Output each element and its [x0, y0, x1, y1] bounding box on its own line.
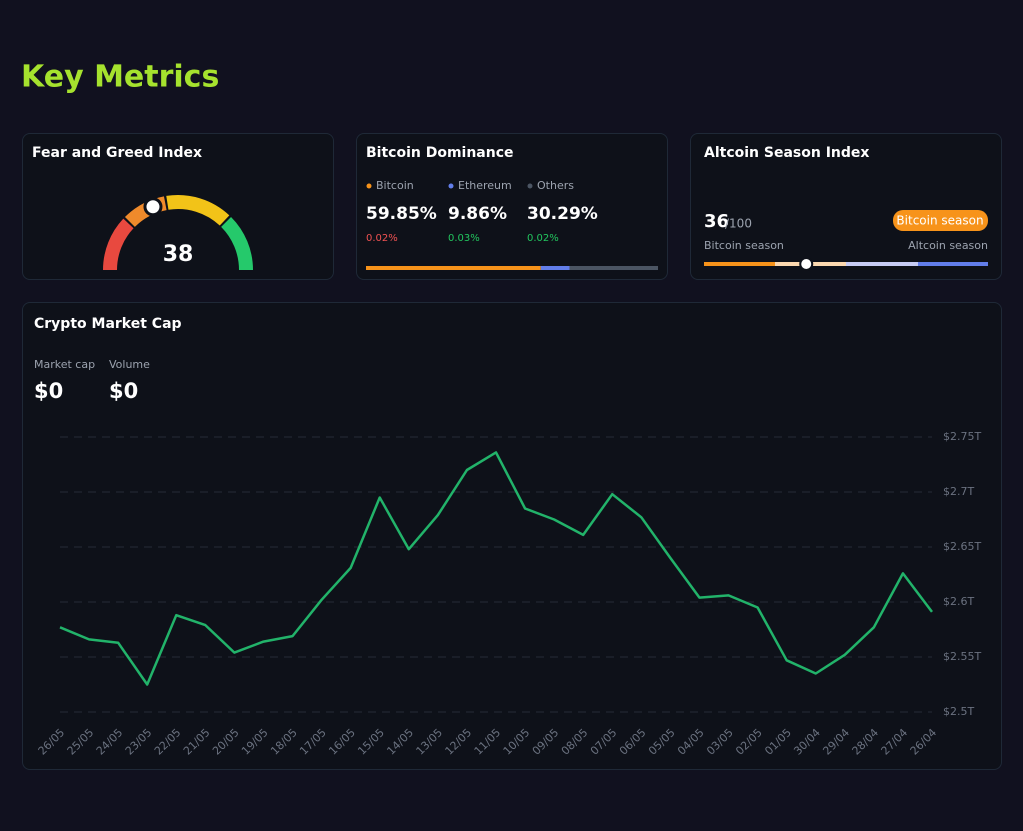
x-tick-label: 07/05 — [588, 726, 620, 758]
slider-left-label: Bitcoin season — [704, 239, 784, 252]
slider-right-label: Altcoin season — [908, 239, 988, 252]
x-tick-label: 13/05 — [413, 726, 445, 758]
x-tick-label: 12/05 — [443, 726, 475, 758]
line — [59, 451, 933, 686]
stat-value: $0 — [109, 379, 138, 403]
x-tick-label: 18/05 — [268, 726, 300, 758]
y-tick-label: $2.75T — [943, 430, 981, 443]
slider-track — [846, 262, 918, 266]
altcoin-value: 36 — [704, 211, 729, 232]
x-tick-label: 27/04 — [879, 726, 911, 758]
card-title: Fear and Greed Index — [32, 145, 202, 161]
gauge-segment — [220, 216, 253, 271]
badge — [893, 210, 988, 231]
y-tick-label: $2.7T — [943, 485, 974, 498]
x-tick-label: 25/05 — [65, 726, 97, 758]
gauge-segment — [166, 195, 230, 226]
page-title: Key Metrics — [21, 60, 219, 95]
x-tick-label: 15/05 — [355, 726, 387, 758]
y-tick-label: $2.65T — [943, 540, 981, 553]
x-tick-label: 23/05 — [123, 726, 155, 758]
legend-dot — [527, 183, 533, 189]
dominance-value: 30.29% — [527, 204, 598, 224]
x-tick-label: 14/05 — [384, 726, 416, 758]
gauge-segment — [103, 218, 134, 271]
legend-label: Ethereum — [458, 179, 512, 192]
x-tick-label: 04/05 — [675, 726, 707, 758]
x-tick-label: 20/05 — [210, 726, 242, 758]
gauge-value: 38 — [163, 242, 194, 267]
x-tick-label: 08/05 — [559, 726, 591, 758]
stat-label: Volume — [109, 358, 150, 371]
dominance-change: 0.02% — [366, 233, 398, 244]
legend-label: Others — [537, 179, 574, 192]
dominance-value: 9.86% — [448, 204, 507, 224]
legend-dot — [366, 183, 372, 189]
dominance-bar — [366, 266, 541, 270]
x-tick-label: 09/05 — [530, 726, 562, 758]
y-tick-label: $2.6T — [943, 595, 974, 608]
dominance-change: 0.03% — [448, 233, 480, 244]
x-tick-label: 26/05 — [36, 726, 68, 758]
card-title: Bitcoin Dominance — [366, 145, 514, 161]
x-tick-label: 05/05 — [646, 726, 678, 758]
x-tick-label: 30/04 — [791, 726, 823, 758]
x-tick-label: 02/05 — [733, 726, 765, 758]
slider-track — [704, 262, 775, 266]
dominance-bar — [569, 266, 658, 270]
legend-dot — [448, 183, 454, 189]
x-tick-label: 19/05 — [239, 726, 271, 758]
x-tick-label: 29/04 — [820, 726, 852, 758]
slider-knob — [799, 257, 814, 271]
dominance-value: 59.85% — [366, 204, 437, 224]
dominance-card — [356, 133, 668, 280]
x-tick-label: 01/05 — [762, 726, 794, 758]
x-tick-label: 17/05 — [297, 726, 329, 758]
badge-text: Bitcoin season — [896, 214, 983, 228]
x-tick-label: 06/05 — [617, 726, 649, 758]
stat-value: $0 — [34, 379, 63, 403]
x-tick-label: 26/04 — [908, 726, 940, 758]
y-tick-label: $2.5T — [943, 705, 974, 718]
x-tick-label: 21/05 — [181, 726, 213, 758]
card-title: Crypto Market Cap — [34, 316, 182, 332]
market-cap-card — [22, 302, 1002, 770]
dominance-change: 0.02% — [527, 233, 559, 244]
x-tick-label: 24/05 — [94, 726, 126, 758]
x-tick-label: 28/04 — [849, 726, 881, 758]
x-tick-label: 11/05 — [472, 726, 504, 758]
altcoin-max: /100 — [725, 217, 752, 231]
slider-track — [918, 262, 988, 266]
card-title: Altcoin Season Index — [704, 145, 869, 161]
stat-label: Market cap — [34, 358, 95, 371]
x-tick-label: 03/05 — [704, 726, 736, 758]
x-tick-label: 22/05 — [152, 726, 184, 758]
altcoin-card — [690, 133, 1002, 280]
y-tick-label: $2.55T — [943, 650, 981, 663]
x-tick-label: 10/05 — [501, 726, 533, 758]
gauge-knob — [143, 197, 163, 217]
dominance-bar — [540, 266, 570, 270]
legend-label: Bitcoin — [376, 179, 414, 192]
x-tick-label: 16/05 — [326, 726, 358, 758]
